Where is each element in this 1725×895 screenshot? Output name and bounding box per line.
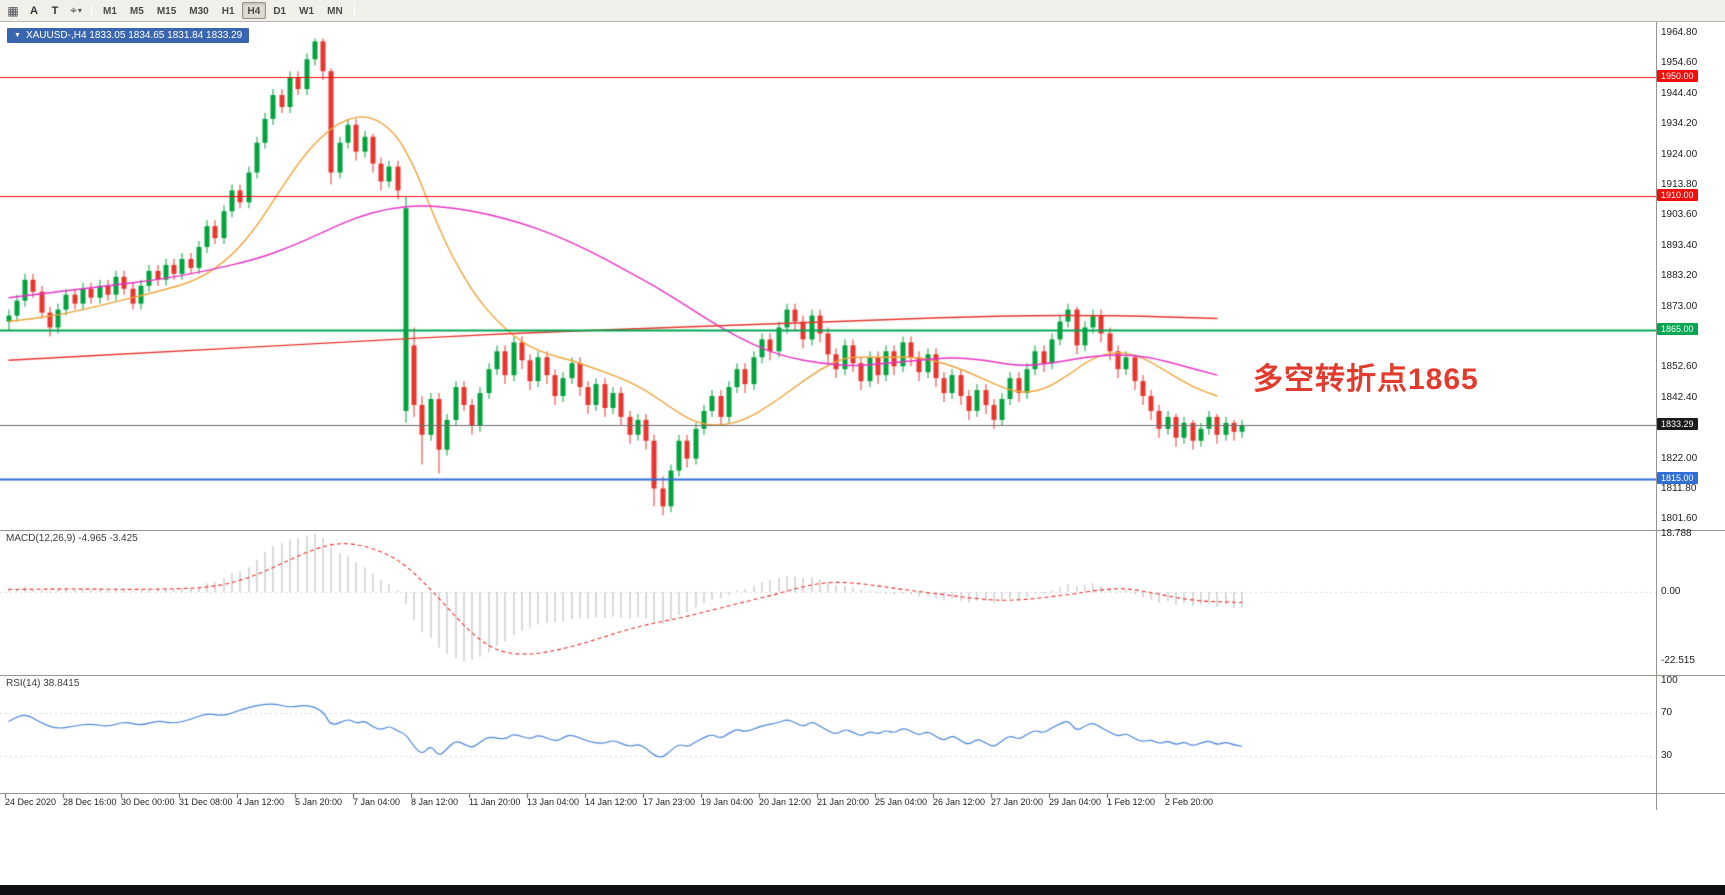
price-level-tag: 1833.29 [1657, 418, 1698, 430]
price-scale-label: 1944.40 [1661, 88, 1698, 99]
rsi-scale-label: 30 [1661, 750, 1673, 761]
macd-scale-label: -22.515 [1661, 655, 1695, 666]
time-scale-label: 5 Jan 20:00 [295, 797, 343, 807]
price-level-tag: 1950.00 [1657, 70, 1698, 82]
time-scale-label: 8 Jan 12:00 [411, 797, 459, 807]
price-scale-label: 1893.40 [1661, 240, 1698, 251]
price-scale-label: 1934.20 [1661, 118, 1698, 129]
time-scale-label: 11 Jan 20:00 [469, 797, 521, 807]
price-scale[interactable]: 1964.80 1954.60 1944.40 1934.20 1924.00 1913.… [1657, 22, 1725, 810]
timeframe-m5-button[interactable]: M5 [129, 6, 144, 17]
price-level-tag: 1865.00 [1657, 323, 1698, 335]
time-scale-label: 4 Jan 12:00 [237, 797, 285, 807]
crosshair-glyph: ⌖ [70, 3, 77, 17]
price-scale-label: 1924.00 [1661, 149, 1698, 160]
toolbar-separator [91, 3, 92, 18]
time-scale-label: 31 Dec 08:00 [179, 797, 233, 807]
price-scale-label: 1811.80 [1661, 483, 1697, 494]
time-scale-label: 30 Dec 00:00 [121, 797, 175, 807]
text-tool-glyph: T [51, 4, 59, 17]
rsi-indicator-label: RSI(14) 38.8415 [6, 678, 80, 689]
timeframe-m30-button[interactable]: M30 [189, 6, 209, 17]
price-level-tag: 1910.00 [1657, 189, 1698, 201]
toolbar-separator [353, 3, 355, 18]
text-tool-icon[interactable]: T [45, 2, 65, 20]
price-scale-label: 1852.60 [1661, 361, 1698, 372]
price-scale-separator [1656, 22, 1657, 810]
price-scale-label: 1913.80 [1661, 179, 1698, 190]
timeframe-buttons: M1 M5 M15 M30 H1 H4 D1 W1 MN [97, 2, 349, 19]
chart-grid-glyph: ▦ [7, 3, 19, 18]
chart-grid-icon[interactable]: ▦ [3, 2, 23, 20]
time-scale-label: 25 Jan 04:00 [875, 797, 928, 807]
time-scale-label: 27 Jan 20:00 [991, 797, 1044, 807]
time-scale[interactable]: 24 Dec 2020 28 Dec 16:00 30 Dec 00:00 31 De… [0, 793, 1656, 810]
timeframe-m1-button[interactable]: M1 [103, 6, 117, 17]
rsi-panel-resize-handle[interactable] [0, 675, 1725, 676]
collapse-arrow-icon: ▼ [14, 32, 21, 39]
time-scale-label: 2 Feb 20:00 [1165, 797, 1214, 807]
timeframe-d1-button[interactable]: D1 [273, 6, 287, 17]
annotate-letter-glyph: A [30, 4, 38, 17]
chart-annotation-text: 多空转折点1865 [1253, 363, 1479, 396]
time-scale-label: 20 Jan 12:00 [759, 797, 812, 807]
macd-panel-resize-handle[interactable] [0, 530, 1725, 531]
price-chart-canvas[interactable] [0, 22, 1656, 810]
rsi-scale-label: 100 [1661, 675, 1678, 686]
price-scale-label: 1964.80 [1661, 27, 1698, 38]
timeframe-mn-button[interactable]: MN [327, 6, 343, 17]
annotate-letter-icon[interactable]: A [24, 2, 44, 20]
time-scale-label: 7 Jan 04:00 [353, 797, 401, 807]
rsi-scale-label: 70 [1661, 707, 1673, 718]
time-scale-label: 28 Dec 16:00 [63, 797, 117, 807]
timeframe-h4-button[interactable]: H4 [241, 2, 267, 19]
time-scale-label: 1 Feb 12:00 [1107, 797, 1156, 807]
time-axis-separator [0, 793, 1725, 794]
price-level-tag: 1815.00 [1657, 472, 1698, 484]
price-scale-label: 1842.40 [1661, 392, 1698, 403]
time-scale-label: 21 Jan 20:00 [817, 797, 870, 807]
timeframe-h1-button[interactable]: H1 [221, 6, 235, 17]
price-scale-label: 1954.60 [1661, 57, 1698, 68]
price-scale-label: 1822.00 [1661, 453, 1698, 464]
time-scale-label: 26 Jan 12:00 [933, 797, 986, 807]
price-scale-label: 1801.60 [1661, 513, 1698, 524]
symbol-ohlc-label[interactable]: ▼ XAUUSD-,H4 1833.05 1834.65 1831.84 183… [7, 28, 250, 43]
dropdown-caret-icon: ▾ [77, 6, 82, 15]
price-scale-label: 1883.20 [1661, 270, 1698, 281]
macd-scale-label: 18.788 [1661, 528, 1692, 539]
toolbar: ▦ A T ⌖ ▾ M1 M5 M15 M30 H1 H4 D1 W1 MN [0, 0, 1725, 22]
chart-window: ▼ XAUUSD-,H4 1833.05 1834.65 1831.84 183… [0, 22, 1725, 810]
time-scale-label: 17 Jan 23:00 [643, 797, 696, 807]
time-scale-label: 29 Jan 04:00 [1049, 797, 1102, 807]
timeframe-m15-button[interactable]: M15 [156, 6, 177, 17]
time-scale-label: 19 Jan 04:00 [701, 797, 754, 807]
time-scale-label: 13 Jan 04:00 [527, 797, 580, 807]
time-scale-label: 24 Dec 2020 [5, 797, 57, 807]
crosshair-tool-icon[interactable]: ⌖ ▾ [66, 2, 86, 20]
price-scale-label: 1873.00 [1661, 301, 1698, 312]
taskbar-strip [0, 885, 1725, 895]
time-scale-label: 14 Jan 12:00 [585, 797, 638, 807]
price-scale-label: 1903.60 [1661, 209, 1698, 220]
timeframe-w1-button[interactable]: W1 [299, 6, 315, 17]
ohlc-text: XAUUSD-,H4 1833.05 1834.65 1831.84 1833.… [25, 30, 243, 41]
macd-scale-label: 0.00 [1661, 586, 1681, 597]
macd-indicator-label: MACD(12,26,9) -4.965 -3.425 [6, 533, 138, 544]
